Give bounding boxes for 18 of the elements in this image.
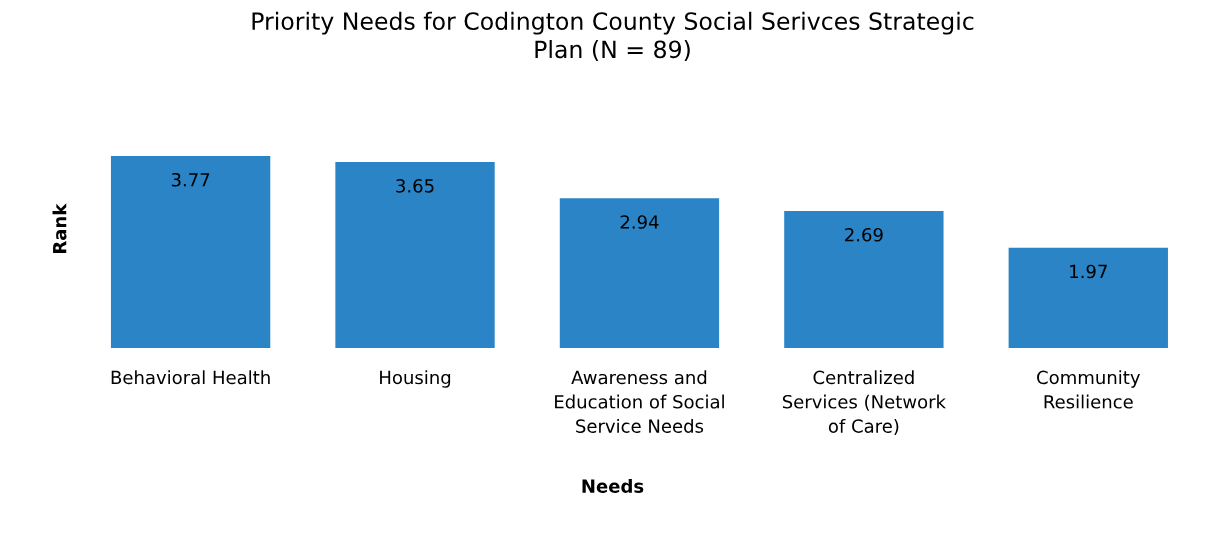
data-label: 2.69 bbox=[845, 227, 883, 242]
bar bbox=[559, 198, 720, 349]
x-tick-label: Community Resilience bbox=[1037, 370, 1140, 409]
bar bbox=[335, 162, 495, 349]
x-tick-label: Behavioral Health bbox=[111, 370, 270, 385]
data-label: 2.94 bbox=[620, 215, 659, 229]
bar bbox=[784, 210, 944, 349]
x-axis-title: Needs bbox=[582, 478, 644, 493]
data-label: 3.77 bbox=[171, 172, 210, 187]
data-label: 1.97 bbox=[1070, 264, 1107, 279]
x-tick-label: Awareness and Education of Social Service Needs bbox=[555, 370, 724, 433]
x-tick-label: Housing bbox=[380, 370, 451, 388]
bar bbox=[1008, 247, 1168, 349]
bar bbox=[110, 155, 271, 349]
data-label: 3.65 bbox=[396, 179, 434, 193]
chart-title: Priority Needs for Codington County Social Serivces Strategic Plan (N = 89) bbox=[252, 11, 974, 62]
y-axis-title: Rank bbox=[52, 203, 67, 253]
x-tick-label: Centralized Services (Network of Care) bbox=[782, 370, 946, 436]
